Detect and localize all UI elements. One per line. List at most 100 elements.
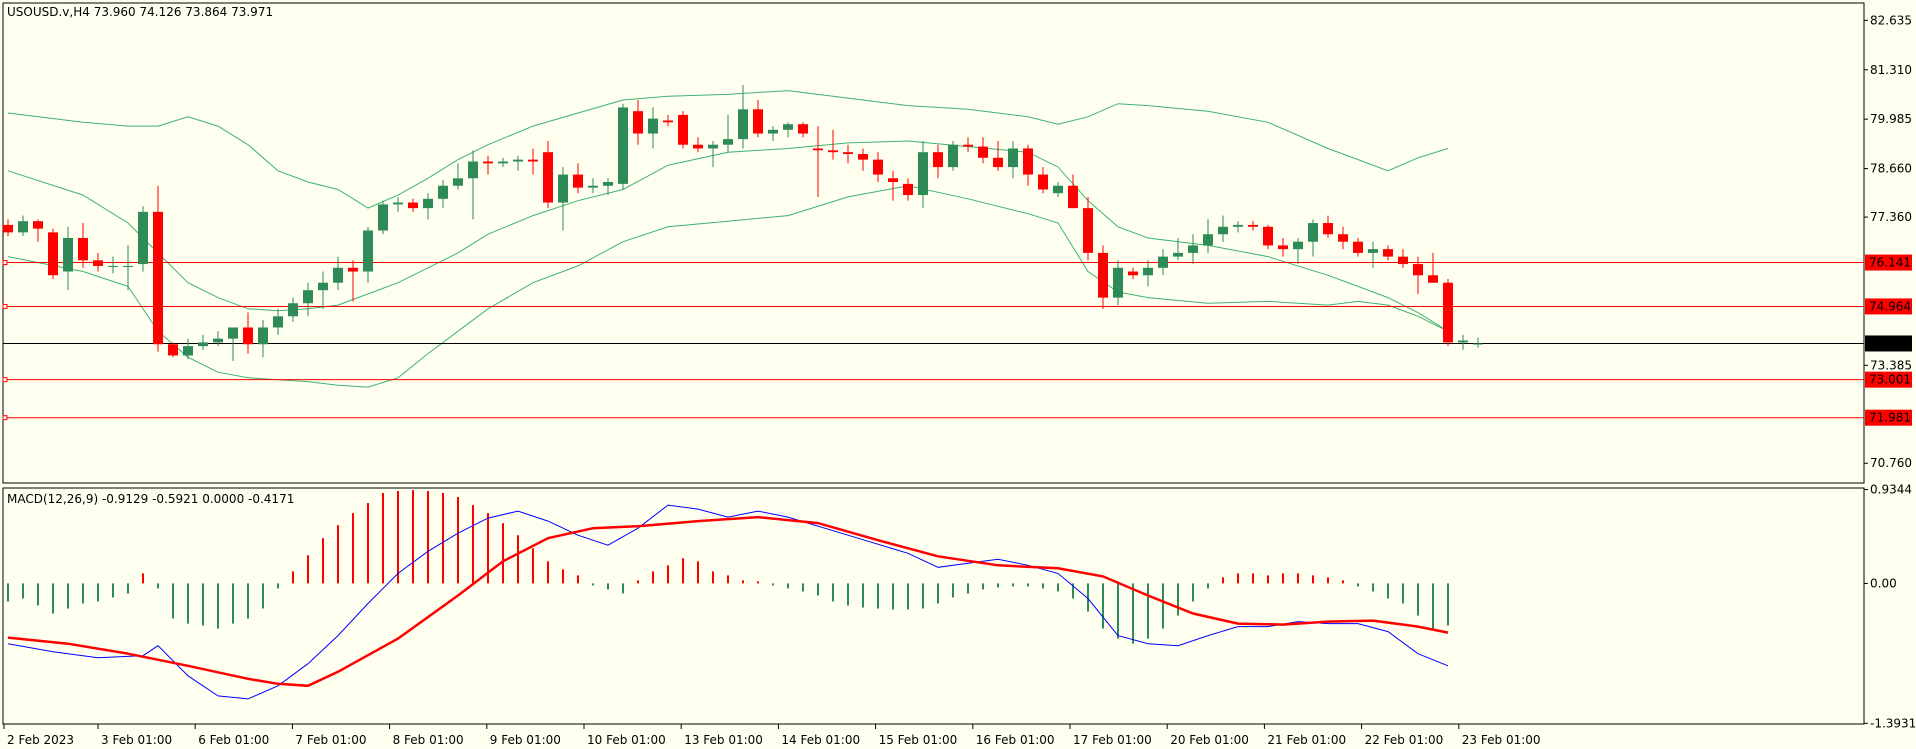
candle-body [93,260,103,266]
candle-body [468,161,478,179]
candle-body [378,204,388,231]
level-price-label: 71.981 [1869,411,1911,425]
candle-body [873,159,883,175]
level-price-label: 76.141 [1869,256,1911,270]
price-tick-label: 79.985 [1870,112,1912,126]
level-price-tag [1865,371,1912,388]
current-price-tag [1865,335,1912,352]
price-tick-label: 81.310 [1870,63,1912,77]
candle-body [783,124,793,130]
macd-tick-label: 0.00 [1870,576,1897,590]
candle-body [333,267,343,283]
time-tick-label: 6 Feb 01:00 [198,733,269,747]
candle-body [348,267,358,272]
candle-body [1023,148,1033,175]
candle-body [618,107,628,184]
candle-body [1083,208,1093,253]
macd-histogram [7,490,1449,644]
candle-body [918,152,928,196]
macd-line [7,504,1449,700]
level-price-tag [1865,254,1912,271]
candle-body [1323,223,1333,235]
candle-body [243,327,253,345]
candles [3,85,1483,362]
candle-body [558,174,568,203]
time-tick-label: 14 Feb 01:00 [781,733,860,747]
level-price-label: 74.964 [1869,299,1911,313]
candle-body [633,111,643,134]
price-tick-label: 78.660 [1870,162,1912,176]
candle-body [183,346,193,356]
candle-body [483,161,493,164]
signal-line [7,515,1449,688]
candle-body [1143,267,1153,276]
candle-body [798,124,808,134]
macd-pane[interactable]: MACD(12,26,9) -0.9129 -0.5921 0.0000 -0.… [2,487,1865,725]
candle-body [753,109,763,134]
time-tick-label: 17 Feb 01:00 [1073,733,1152,747]
candle-body [153,211,163,345]
time-tick-label: 15 Feb 01:00 [879,733,958,747]
price-axis: 82.635 81.310 79.985 78.660 77.360 76.141 74.9… [1864,13,1912,470]
macd-tick-label: -1.3931 [1870,716,1916,730]
candle-body [198,342,208,347]
candle-body [828,150,838,153]
level-handle [2,415,8,421]
candle-body [573,174,583,188]
level-price-tag [1865,298,1912,315]
level-handle [2,260,8,266]
candle-body [3,224,13,233]
candle-body [888,178,898,183]
candle-body [408,202,418,209]
price-pane-frame [2,2,1865,484]
macd-title: MACD(12,26,9) -0.9129 -0.5921 0.0000 -0.… [7,492,294,506]
candle-body [708,144,718,149]
candle-body [528,159,538,162]
candle-body [1068,185,1078,209]
time-tick-label: 23 Feb 01:00 [1462,733,1541,747]
candle-body [1098,252,1108,298]
candle-body [1053,185,1063,194]
candle-body [123,265,133,267]
time-axis: 2 Feb 2023 3 Feb 01:00 6 Feb 01:00 7 Feb 01… [3,724,1541,747]
candle-body [1428,275,1438,283]
price-tick-label: 70.760 [1870,456,1912,470]
candle-body [843,152,853,155]
time-tick-label: 10 Feb 01:00 [587,733,666,747]
candle-body [1128,271,1138,276]
candle-body [678,114,688,145]
candle-body [48,232,58,276]
time-tick-label: 20 Feb 01:00 [1170,733,1249,747]
candle-body [1203,234,1213,246]
candle-body [1383,249,1393,257]
candle-body [228,327,238,339]
candle-body [963,144,973,147]
candle-body [78,237,88,261]
price-tick-label: 82.635 [1870,13,1912,27]
candle-body [138,211,148,265]
candle-body [213,338,223,343]
candle-body [18,221,28,233]
time-tick-label: 9 Feb 01:00 [490,733,561,747]
price-tick-label: 73.385 [1870,358,1912,372]
time-tick-label: 21 Feb 01:00 [1267,733,1346,747]
candle-body [363,230,373,272]
candle-body [1293,241,1303,250]
horizontal-levels[interactable] [2,260,1864,421]
candle-body [948,144,958,168]
time-tick-label: 7 Feb 01:00 [295,733,366,747]
candle-body [723,139,733,145]
level-price-tag [1865,409,1912,426]
candle-body [648,118,658,134]
time-tick-label: 16 Feb 01:00 [976,733,1055,747]
level-handle [2,303,8,309]
candle-body [1233,224,1243,227]
candle-body [588,185,598,188]
candle-body [1218,226,1228,235]
bollinger-lower-line [7,185,1449,388]
time-tick-label: 22 Feb 01:00 [1365,733,1444,747]
candle-body [303,290,313,304]
price-pane[interactable]: USOUSD.v,H4 73.960 74.126 73.864 73.971 [2,2,1865,484]
